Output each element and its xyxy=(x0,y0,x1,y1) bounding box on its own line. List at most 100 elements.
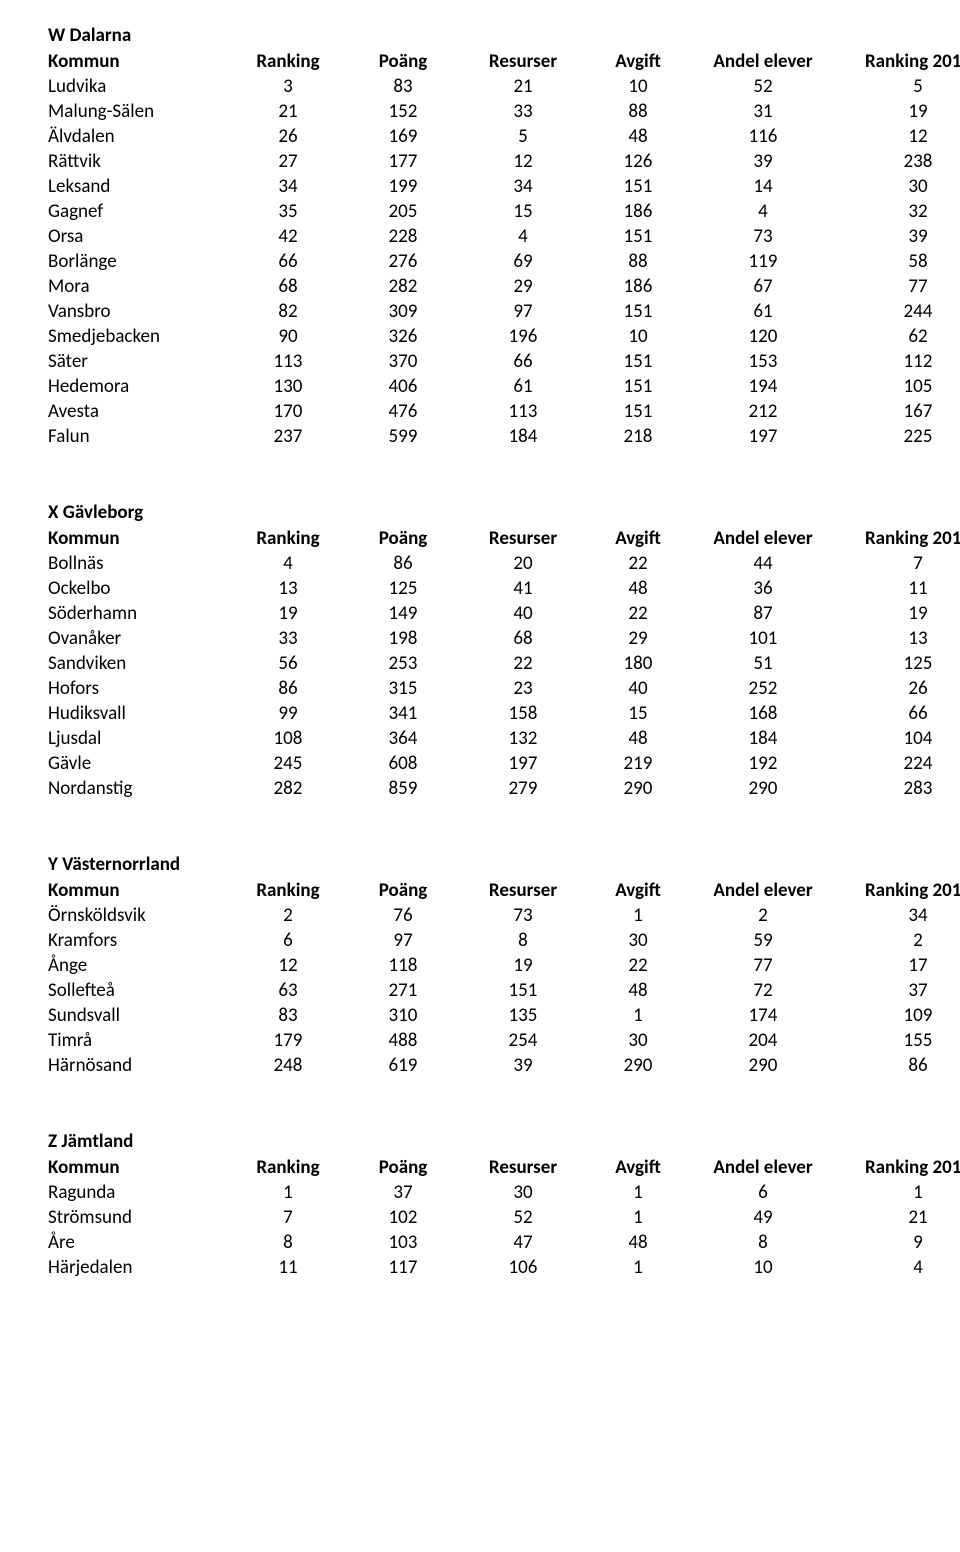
value-cell: 67 xyxy=(688,274,838,299)
value-cell: 19 xyxy=(838,601,960,626)
table-row: Ludvika3832110525 xyxy=(48,74,960,99)
value-cell: 13 xyxy=(228,576,348,601)
kommun-cell: Falun xyxy=(48,424,228,449)
value-cell: 8 xyxy=(458,928,588,953)
table-row: Ragunda13730161 xyxy=(48,1180,960,1205)
value-cell: 290 xyxy=(688,776,838,801)
value-cell: 180 xyxy=(588,651,688,676)
value-cell: 73 xyxy=(458,903,588,928)
data-table: KommunRankingPoängResurserAvgiftAndel el… xyxy=(48,526,960,801)
value-cell: 196 xyxy=(458,324,588,349)
value-cell: 26 xyxy=(838,676,960,701)
value-cell: 47 xyxy=(458,1230,588,1255)
section-title: X Gävleborg xyxy=(48,501,912,524)
kommun-cell: Malung-Sälen xyxy=(48,99,228,124)
value-cell: 315 xyxy=(348,676,458,701)
value-cell: 1 xyxy=(228,1180,348,1205)
table-row: Älvdalen2616954811612 xyxy=(48,124,960,149)
data-table: KommunRankingPoängResurserAvgiftAndel el… xyxy=(48,49,960,449)
kommun-cell: Ockelbo xyxy=(48,576,228,601)
table-row: Smedjebacken903261961012062 xyxy=(48,324,960,349)
value-cell: 179 xyxy=(228,1028,348,1053)
value-cell: 21 xyxy=(228,99,348,124)
value-cell: 23 xyxy=(458,676,588,701)
column-header: Ranking xyxy=(228,878,348,903)
value-cell: 276 xyxy=(348,249,458,274)
value-cell: 194 xyxy=(688,374,838,399)
value-cell: 192 xyxy=(688,751,838,776)
value-cell: 76 xyxy=(348,903,458,928)
value-cell: 105 xyxy=(838,374,960,399)
value-cell: 8 xyxy=(228,1230,348,1255)
table-header-row: KommunRankingPoängResurserAvgiftAndel el… xyxy=(48,49,960,74)
table-row: Nordanstig282859279290290283 xyxy=(48,776,960,801)
kommun-cell: Åre xyxy=(48,1230,228,1255)
value-cell: 82 xyxy=(228,299,348,324)
value-cell: 63 xyxy=(228,978,348,1003)
table-row: Säter11337066151153112 xyxy=(48,349,960,374)
value-cell: 225 xyxy=(838,424,960,449)
column-header: Avgift xyxy=(588,1155,688,1180)
value-cell: 59 xyxy=(688,928,838,953)
value-cell: 10 xyxy=(588,324,688,349)
value-cell: 151 xyxy=(588,374,688,399)
column-header: Ranking xyxy=(228,49,348,74)
table-row: Gagnef3520515186432 xyxy=(48,199,960,224)
table-header-row: KommunRankingPoängResurserAvgiftAndel el… xyxy=(48,526,960,551)
value-cell: 68 xyxy=(458,626,588,651)
value-cell: 21 xyxy=(458,74,588,99)
value-cell: 119 xyxy=(688,249,838,274)
column-header: Ranking 2014 xyxy=(838,1155,960,1180)
column-header: Avgift xyxy=(588,526,688,551)
section: Y VästernorrlandKommunRankingPoängResurs… xyxy=(48,853,912,1078)
value-cell: 26 xyxy=(228,124,348,149)
value-cell: 90 xyxy=(228,324,348,349)
value-cell: 253 xyxy=(348,651,458,676)
value-cell: 310 xyxy=(348,1003,458,1028)
kommun-cell: Nordanstig xyxy=(48,776,228,801)
section: Z JämtlandKommunRankingPoängResurserAvgi… xyxy=(48,1130,912,1280)
value-cell: 8 xyxy=(688,1230,838,1255)
table-row: Sandviken562532218051125 xyxy=(48,651,960,676)
column-header: Ranking 2014 xyxy=(838,878,960,903)
value-cell: 174 xyxy=(688,1003,838,1028)
value-cell: 224 xyxy=(838,751,960,776)
value-cell: 197 xyxy=(458,751,588,776)
value-cell: 186 xyxy=(588,274,688,299)
kommun-cell: Örnsköldsvik xyxy=(48,903,228,928)
value-cell: 3 xyxy=(228,74,348,99)
kommun-cell: Hudiksvall xyxy=(48,701,228,726)
value-cell: 244 xyxy=(838,299,960,324)
table-row: Hedemora13040661151194105 xyxy=(48,374,960,399)
value-cell: 177 xyxy=(348,149,458,174)
value-cell: 184 xyxy=(458,424,588,449)
value-cell: 1 xyxy=(588,903,688,928)
value-cell: 169 xyxy=(348,124,458,149)
value-cell: 10 xyxy=(588,74,688,99)
value-cell: 42 xyxy=(228,224,348,249)
table-row: Söderhamn1914940228719 xyxy=(48,601,960,626)
value-cell: 6 xyxy=(228,928,348,953)
column-header: Resurser xyxy=(458,878,588,903)
value-cell: 9 xyxy=(838,1230,960,1255)
value-cell: 113 xyxy=(228,349,348,374)
value-cell: 86 xyxy=(348,551,458,576)
table-row: Strömsund71025214921 xyxy=(48,1205,960,1230)
value-cell: 5 xyxy=(458,124,588,149)
value-cell: 11 xyxy=(838,576,960,601)
value-cell: 30 xyxy=(458,1180,588,1205)
value-cell: 238 xyxy=(838,149,960,174)
value-cell: 364 xyxy=(348,726,458,751)
kommun-cell: Ånge xyxy=(48,953,228,978)
column-header: Andel elever xyxy=(688,49,838,74)
value-cell: 113 xyxy=(458,399,588,424)
table-row: Bollnäs4862022447 xyxy=(48,551,960,576)
kommun-cell: Avesta xyxy=(48,399,228,424)
column-header: Poäng xyxy=(348,49,458,74)
value-cell: 66 xyxy=(458,349,588,374)
value-cell: 88 xyxy=(588,249,688,274)
column-header: Ranking xyxy=(228,1155,348,1180)
value-cell: 279 xyxy=(458,776,588,801)
value-cell: 4 xyxy=(688,199,838,224)
value-cell: 77 xyxy=(838,274,960,299)
